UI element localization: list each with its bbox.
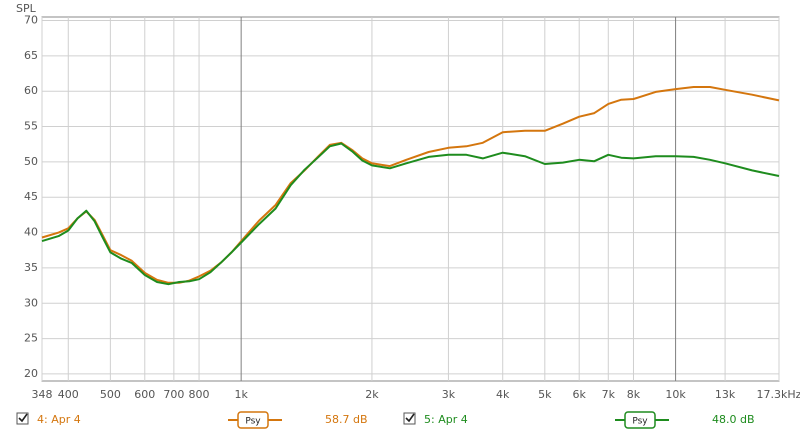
- x-tick-label: 13k: [715, 388, 736, 401]
- legend-level: 48.0 dB: [712, 413, 755, 426]
- y-tick-label: 25: [24, 332, 38, 345]
- legend-label: 5: Apr 4: [424, 413, 468, 426]
- x-tick-label: 8k: [627, 388, 641, 401]
- y-tick-label: 60: [24, 84, 38, 97]
- x-tick-label: 7k: [602, 388, 616, 401]
- y-tick-label: 20: [24, 367, 38, 380]
- y-tick-label: 65: [24, 49, 38, 62]
- y-tick-label: 70: [24, 14, 38, 27]
- x-tick-label: 600: [134, 388, 155, 401]
- y-axis-label: SPL: [16, 2, 37, 15]
- checkbox[interactable]: [403, 412, 416, 425]
- x-tick-label: 700: [163, 388, 184, 401]
- smoothing-label: Psy: [632, 417, 648, 427]
- y-tick-label: 40: [24, 226, 38, 239]
- y-tick-label: 50: [24, 155, 38, 168]
- y-tick-label: 45: [24, 190, 38, 203]
- x-tick-label: 800: [189, 388, 210, 401]
- checkbox[interactable]: [16, 412, 29, 425]
- check-mark: [405, 413, 415, 423]
- legend-label: 4: Apr 4: [37, 413, 81, 426]
- x-tick-label: 348: [32, 388, 53, 401]
- x-tick-label: 400: [58, 388, 79, 401]
- x-tick-label: 5k: [538, 388, 552, 401]
- plot-frame: [41, 16, 780, 382]
- x-tick-label: 17.3kHz: [757, 388, 800, 401]
- legend-level: 58.7 dB: [325, 413, 368, 426]
- x-tick-label: 4k: [496, 388, 510, 401]
- legend: 4: Apr 4 Psy 58.7 dB 5: Apr 4 Psy 48.0 dB: [16, 411, 755, 429]
- check-mark: [18, 413, 28, 423]
- series-line: [41, 142, 780, 286]
- smoothing-label: Psy: [245, 417, 261, 427]
- y-tick-label: 35: [24, 261, 38, 274]
- x-tick-label: 1k: [234, 388, 248, 401]
- x-tick-label: 10k: [665, 388, 686, 401]
- x-tick-label: 500: [100, 388, 121, 401]
- y-tick-label: 30: [24, 296, 38, 309]
- x-tick-label: 2k: [365, 388, 379, 401]
- series-line: [41, 86, 780, 284]
- x-tick-label: 6k: [573, 388, 587, 401]
- x-tick-label: 3k: [442, 388, 456, 401]
- smoothing-box[interactable]: [624, 411, 656, 429]
- y-tick-label: 55: [24, 120, 38, 133]
- smoothing-box[interactable]: [237, 411, 269, 429]
